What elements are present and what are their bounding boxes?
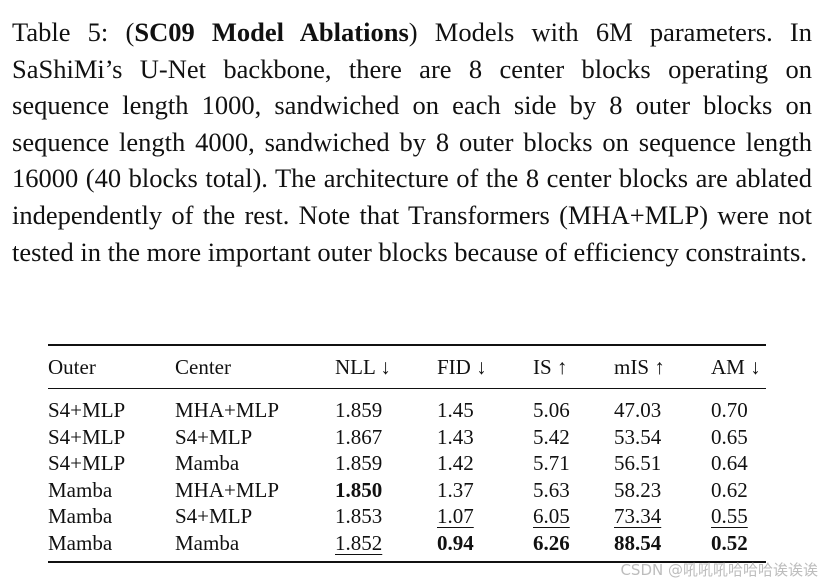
cell-center: S4+MLP (175, 424, 253, 449)
cell-nll: 1.852 (335, 530, 383, 555)
table-row: S4+MLP MHA+MLP 1.859 1.45 5.06 47.03 0.70 (48, 389, 766, 424)
caption-body: ) Models with 6M parameters. In SaShiMi’… (12, 17, 812, 267)
cell-outer: S4+MLP (48, 398, 126, 422)
cell-am: 0.52 (711, 530, 748, 555)
cell-mis: 73.34 (614, 504, 662, 529)
cell-center: Mamba (175, 451, 240, 476)
cell-am: 0.64 (711, 451, 748, 476)
cell-is: 5.63 (533, 477, 570, 502)
cell-center: MHA+MLP (175, 398, 280, 422)
header-is: IS ↑ (533, 346, 614, 389)
cell-fid: 1.43 (437, 424, 474, 449)
cell-am: 0.65 (711, 424, 748, 449)
cell-is: 6.26 (533, 530, 570, 555)
table-header-row: Outer Center NLL ↓ FID ↓ IS ↑ mIS ↑ AM ↓ (48, 346, 766, 389)
table-row: Mamba S4+MLP 1.853 1.07 6.05 73.34 0.55 (48, 503, 766, 530)
cell-mis: 58.23 (614, 477, 662, 502)
cell-is: 6.05 (533, 504, 570, 529)
table-row: S4+MLP S4+MLP 1.867 1.43 5.42 53.54 0.65 (48, 424, 766, 451)
caption-title: SC09 Model Ablations (134, 17, 409, 47)
cell-is: 5.42 (533, 424, 570, 449)
cell-mis: 47.03 (614, 398, 662, 422)
header-am: AM ↓ (711, 346, 766, 389)
header-fid: FID ↓ (437, 346, 533, 389)
cell-is: 5.06 (533, 398, 570, 422)
header-mis: mIS ↑ (614, 346, 711, 389)
cell-nll: 1.853 (335, 504, 383, 529)
cell-nll: 1.867 (335, 424, 383, 449)
header-center: Center (175, 346, 335, 389)
cell-is: 5.71 (533, 451, 570, 476)
table-row: Mamba MHA+MLP 1.850 1.37 5.63 58.23 0.62 (48, 477, 766, 504)
caption-label: Table 5: ( (12, 17, 135, 47)
cell-center: S4+MLP (175, 504, 253, 529)
cell-outer: Mamba (48, 477, 113, 502)
cell-outer: Mamba (48, 504, 113, 529)
cell-am: 0.55 (711, 504, 748, 529)
cell-fid: 0.94 (437, 530, 474, 555)
cell-am: 0.62 (711, 477, 748, 502)
table-row: Mamba Mamba 1.852 0.94 6.26 88.54 0.52 (48, 530, 766, 561)
table-row: S4+MLP Mamba 1.859 1.42 5.71 56.51 0.64 (48, 450, 766, 477)
cell-fid: 1.37 (437, 477, 474, 502)
cell-fid: 1.42 (437, 451, 474, 476)
cell-center: Mamba (175, 530, 240, 555)
cell-mis: 53.54 (614, 424, 662, 449)
cell-outer: S4+MLP (48, 424, 126, 449)
cell-fid: 1.07 (437, 504, 474, 529)
cell-outer: Mamba (48, 530, 113, 555)
cell-nll: 1.859 (335, 398, 383, 422)
cell-fid: 1.45 (437, 398, 474, 422)
header-outer: Outer (48, 346, 175, 389)
header-nll: NLL ↓ (335, 346, 437, 389)
cell-nll: 1.859 (335, 451, 383, 476)
cell-outer: S4+MLP (48, 451, 126, 476)
cell-mis: 88.54 (614, 530, 662, 555)
ablation-table: Outer Center NLL ↓ FID ↓ IS ↑ mIS ↑ AM ↓… (48, 344, 766, 563)
watermark: CSDN @吼吼吼哈哈哈诶诶诶 (620, 561, 818, 579)
cell-mis: 56.51 (614, 451, 662, 476)
table-caption: Table 5: (SC09 Model Ablations) Models w… (12, 14, 812, 270)
cell-center: MHA+MLP (175, 477, 280, 502)
cell-am: 0.70 (711, 398, 748, 422)
cell-nll: 1.850 (335, 477, 383, 502)
